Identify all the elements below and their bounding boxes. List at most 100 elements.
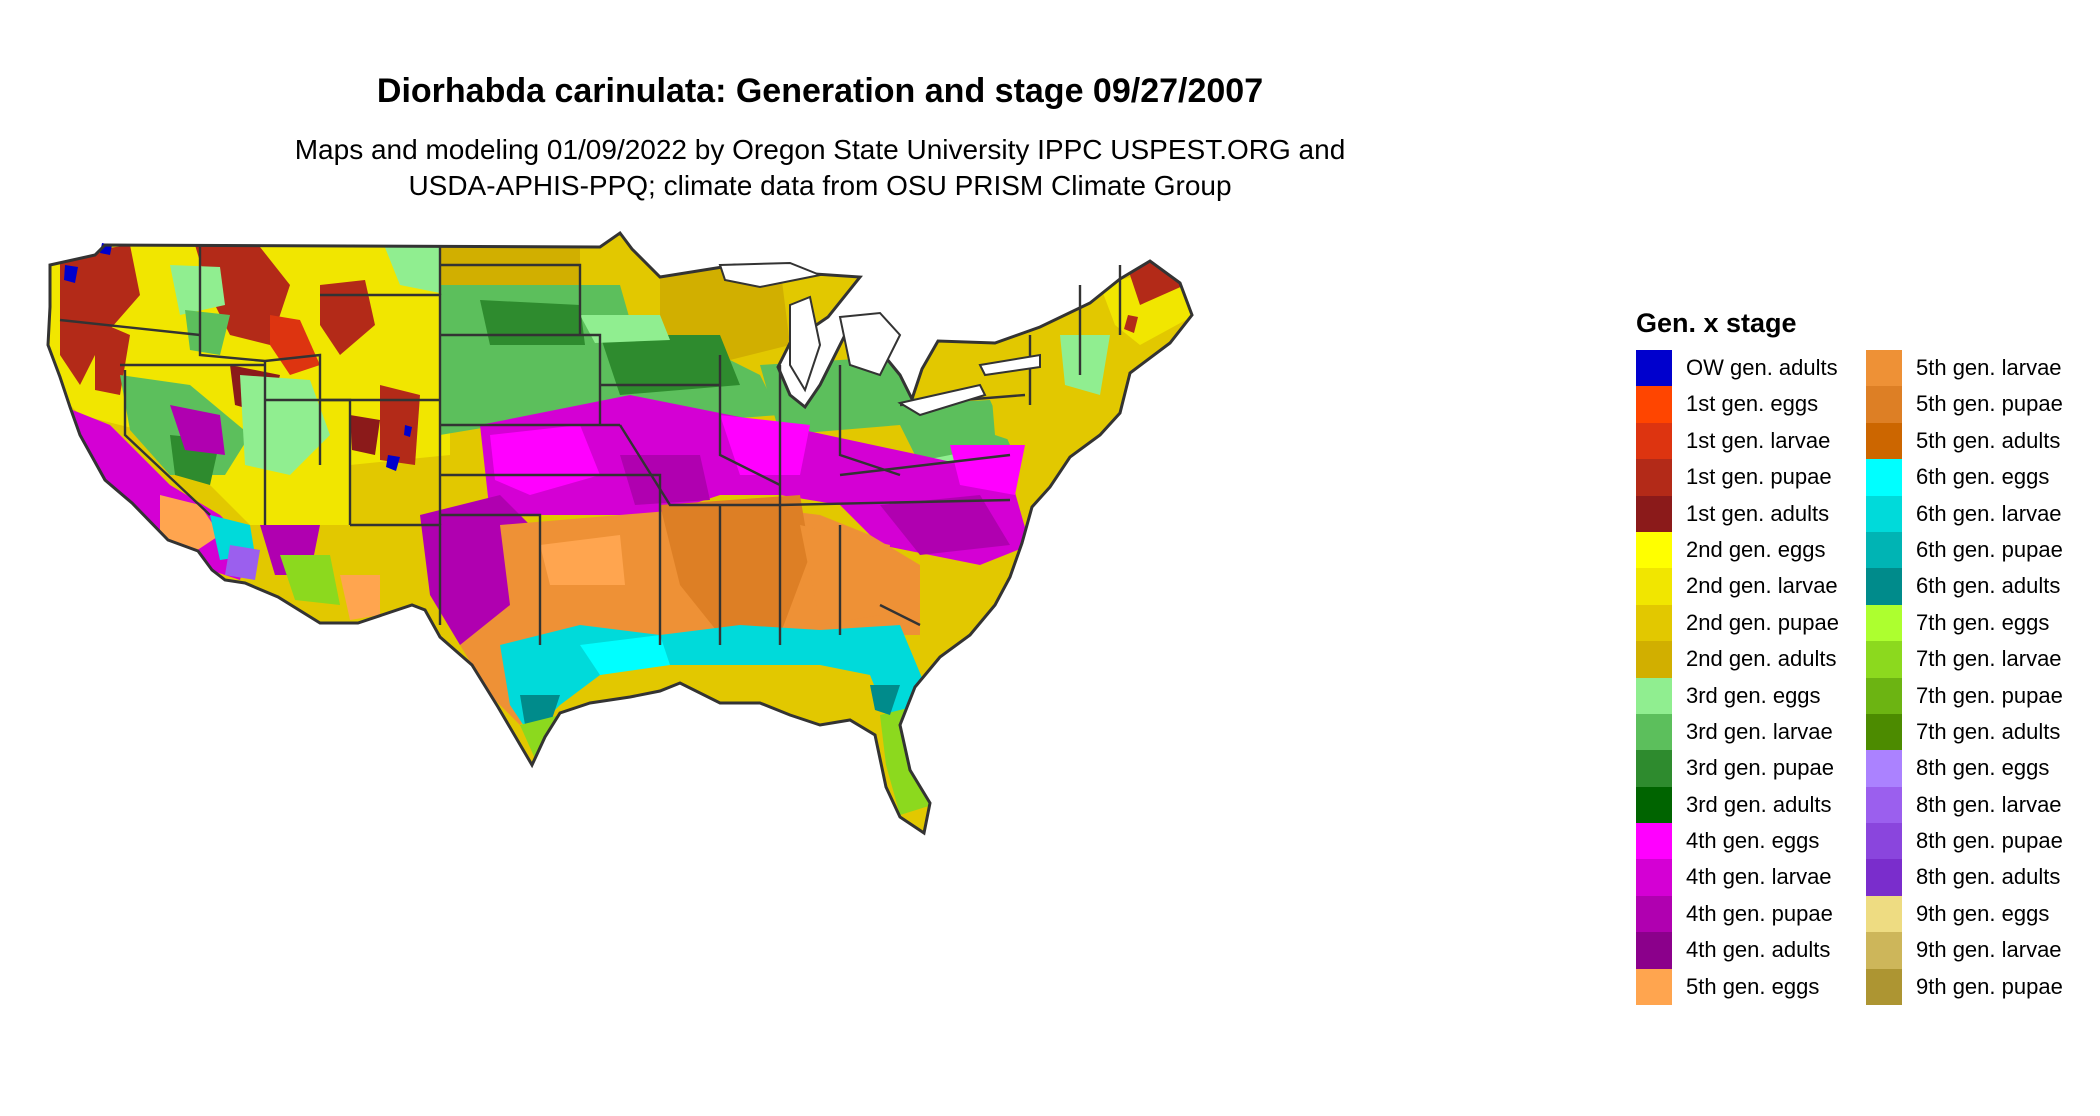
legend-label: 6th gen. pupae: [1916, 536, 2063, 562]
legend-swatch: [1866, 422, 1902, 460]
legend-swatch: [1866, 713, 1902, 751]
legend-item: 7th gen. eggs: [1866, 604, 2076, 642]
subtitle-line: Maps and modeling 01/09/2022 by Oregon S…: [294, 134, 1346, 165]
legend-item: 2nd gen. eggs: [1636, 531, 1846, 569]
legend-label: 9th gen. eggs: [1916, 900, 2050, 926]
subtitle-line: USDA-APHIS-PPQ; climate data from OSU PR…: [408, 170, 1232, 201]
legend-item: 9th gen. larvae: [1866, 932, 2076, 969]
legend-swatch: [1866, 968, 1902, 1006]
legend-item: 6th gen. eggs: [1866, 459, 2076, 496]
legend-swatch: [1636, 786, 1672, 824]
legend-label: 4th gen. eggs: [1686, 828, 1820, 854]
legend-item: 3rd gen. pupae: [1636, 750, 1846, 787]
legend-label: 5th gen. adults: [1916, 427, 2061, 453]
legend-item: 2nd gen. pupae: [1636, 604, 1846, 642]
legend-item: 6th gen. larvae: [1866, 495, 2076, 532]
legend-swatch: [1636, 859, 1672, 896]
legend-label: 6th gen. eggs: [1916, 464, 2050, 490]
legend-swatch: [1636, 495, 1672, 532]
legend-swatch: [1866, 531, 1902, 569]
legend-column: 5th gen. larvae 5th gen. pupae 5th gen. ad…: [1866, 350, 2076, 1006]
legend-label: 1st gen. eggs: [1686, 391, 1819, 417]
legend-item: 8th gen. eggs: [1866, 750, 2076, 787]
legend-label: 4th gen. pupae: [1686, 900, 1833, 926]
legend-item: OW gen. adults: [1636, 350, 1846, 387]
legend-label: 8th gen. adults: [1916, 864, 2061, 890]
legend-swatch: [1636, 604, 1672, 642]
legend-item: 7th gen. larvae: [1866, 641, 2076, 678]
legend-label: 7th gen. larvae: [1916, 646, 2062, 672]
legend-label: 8th gen. larvae: [1916, 791, 2062, 817]
legend-swatch: [1636, 932, 1672, 969]
legend-item: 8th gen. adults: [1866, 859, 2076, 896]
legend-label: 5th gen. larvae: [1916, 355, 2062, 380]
legend-label: 4th gen. adults: [1686, 937, 1831, 963]
legend-label: 5th gen. pupae: [1916, 391, 2063, 417]
legend-label: 7th gen. adults: [1916, 718, 2061, 744]
legend-label: 2nd gen. adults: [1686, 646, 1837, 672]
legend-label: OW gen. adults: [1686, 355, 1838, 380]
legend-column: OW gen. adults 1st gen. eggs 1st gen. larv…: [1636, 350, 1846, 1006]
legend-item: 1st gen. adults: [1636, 495, 1846, 532]
legend: Gen. x stage OW gen. adults 1st gen. eggs…: [1636, 300, 2076, 1020]
legend-swatch: [1866, 895, 1902, 933]
legend-label: 8th gen. pupae: [1916, 828, 2063, 854]
legend-item: 7th gen. pupae: [1866, 677, 2076, 714]
legend-label: 1st gen. pupae: [1686, 464, 1832, 490]
legend-item: 7th gen. adults: [1866, 713, 2076, 751]
legend-item: 5th gen. pupae: [1866, 386, 2076, 423]
legend-swatch: [1636, 531, 1672, 569]
legend-swatch: [1636, 568, 1672, 605]
legend-label: 2nd gen. larvae: [1686, 573, 1838, 599]
legend-swatch: [1636, 350, 1672, 387]
legend-item: 4th gen. eggs: [1636, 823, 1846, 860]
legend-swatch: [1866, 932, 1902, 969]
legend-item: 2nd gen. larvae: [1636, 568, 1846, 605]
legend-label: 7th gen. pupae: [1916, 682, 2063, 708]
legend-label: 3rd gen. pupae: [1686, 755, 1835, 781]
legend-label: 2nd gen. pupae: [1686, 609, 1839, 635]
legend-label: 9th gen. pupae: [1916, 973, 2063, 999]
legend-label: 9th gen. larvae: [1916, 937, 2062, 963]
legend-label: 3rd gen. eggs: [1686, 682, 1821, 708]
legend-item: 3rd gen. eggs: [1636, 677, 1846, 714]
legend-label: 6th gen. larvae: [1916, 500, 2062, 526]
us-map-graphic: [46, 231, 1194, 835]
legend-label: 7th gen. eggs: [1916, 609, 2050, 635]
legend-item: 9th gen. eggs: [1866, 895, 2076, 933]
legend-label: 3rd gen. larvae: [1686, 718, 1833, 744]
legend-swatch: [1636, 459, 1672, 496]
legend-item: 2nd gen. adults: [1636, 641, 1846, 678]
legend-swatch: [1866, 386, 1902, 423]
legend-swatch: [1866, 677, 1902, 714]
map-title: Diorhabda carinulata: Generation and sta…: [376, 72, 1264, 110]
legend-swatch: [1866, 568, 1902, 605]
legend-item: 8th gen. pupae: [1866, 823, 2076, 860]
us-map: [20, 225, 1580, 1085]
legend-swatch: [1866, 495, 1902, 532]
legend-swatch: [1636, 713, 1672, 751]
legend-label: 5th gen. eggs: [1686, 973, 1820, 999]
legend-swatch: [1866, 750, 1902, 787]
legend-item: 1st gen. pupae: [1636, 459, 1846, 496]
legend-item: 1st gen. larvae: [1636, 422, 1846, 460]
legend-item: 4th gen. pupae: [1636, 895, 1846, 933]
legend-swatch: [1636, 895, 1672, 933]
legend-item: 3rd gen. adults: [1636, 786, 1846, 824]
map-subtitle: Maps and modeling 01/09/2022 by Oregon S…: [0, 132, 1640, 204]
legend-label: 8th gen. eggs: [1916, 755, 2050, 781]
legend-item: 8th gen. larvae: [1866, 786, 2076, 824]
great-lakes: [718, 261, 1041, 417]
legend-item: 5th gen. adults: [1866, 422, 2076, 460]
legend-item: 1st gen. eggs: [1636, 386, 1846, 423]
legend-swatch: [1636, 386, 1672, 423]
legend-swatch: [1636, 677, 1672, 714]
legend-item: 6th gen. pupae: [1866, 531, 2076, 569]
legend-item: 4th gen. adults: [1636, 932, 1846, 969]
legend-title: Gen. x stage: [1636, 308, 1797, 338]
legend-item: 3rd gen. larvae: [1636, 713, 1846, 751]
legend-label: 1st gen. larvae: [1686, 427, 1831, 453]
legend-label: 1st gen. adults: [1686, 500, 1830, 526]
legend-label: 3rd gen. adults: [1686, 791, 1832, 817]
